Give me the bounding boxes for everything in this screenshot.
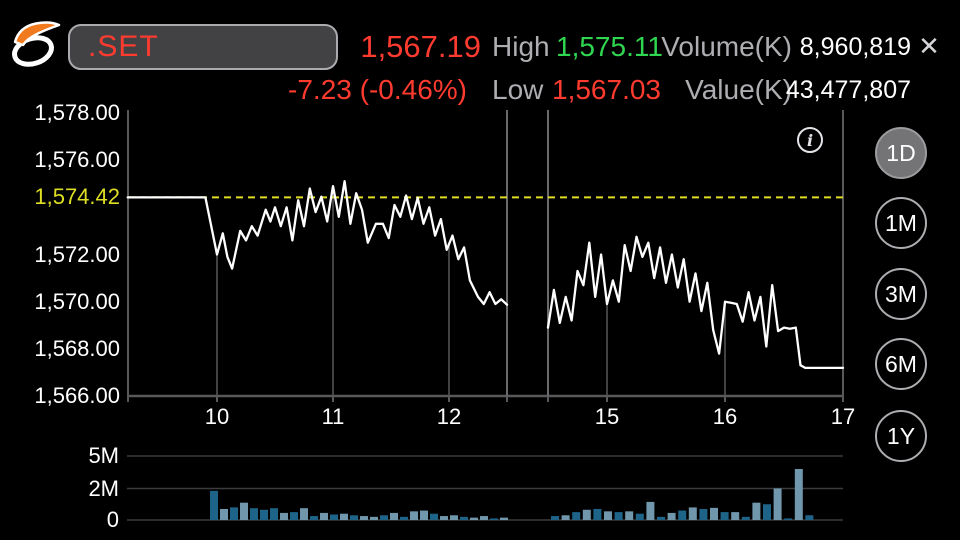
range-button-1m[interactable]: 1M xyxy=(875,197,927,249)
low-value: 1,567.03 xyxy=(552,74,661,105)
range-button-1y[interactable]: 1Y xyxy=(875,410,927,462)
volume-bar xyxy=(500,517,508,520)
volume-bar xyxy=(720,512,729,520)
volume-bar xyxy=(250,508,258,520)
volume-bar xyxy=(270,508,278,520)
info-icon[interactable]: i xyxy=(797,127,823,153)
high-label: High xyxy=(492,31,550,62)
volume-bar xyxy=(604,511,612,520)
volume-bar xyxy=(410,511,418,520)
logo-graphic xyxy=(12,21,61,67)
price-line-morning xyxy=(126,180,509,306)
volume-bar xyxy=(240,502,248,520)
volume-bar xyxy=(646,501,655,520)
volume-bar xyxy=(400,516,408,520)
value-value: 43,477,807 xyxy=(785,76,911,104)
volume-bar xyxy=(390,512,398,520)
x-axis-label: 15 xyxy=(594,404,620,429)
value-label: Value(K) xyxy=(685,74,792,105)
volume-bar xyxy=(805,515,814,520)
low-label: Low xyxy=(492,74,544,105)
volume-axis-label: 5M xyxy=(88,443,119,468)
symbol-search-input[interactable]: .SET xyxy=(68,24,338,70)
prev-close-label: 1,574.42 xyxy=(34,184,120,210)
volume-bar xyxy=(625,511,634,520)
volume-bar xyxy=(667,512,676,520)
last-price: 1,567.19 xyxy=(360,29,481,64)
symbol-text: .SET xyxy=(88,30,159,63)
x-axis-label: 16 xyxy=(712,404,738,429)
y-axis-label: 1,576.00 xyxy=(34,147,120,173)
volume-bar xyxy=(450,515,458,520)
volume-bar xyxy=(490,518,498,520)
volume-label: Volume(K) xyxy=(661,31,792,62)
volume-axis-label: 0 xyxy=(106,507,119,532)
app-logo xyxy=(6,14,64,72)
volume-bar xyxy=(784,518,793,520)
volume-bar xyxy=(460,516,468,520)
volume-bar xyxy=(370,516,378,520)
volume-bar xyxy=(360,516,368,520)
range-button-6m[interactable]: 6M xyxy=(875,338,927,390)
volume-bar xyxy=(350,515,358,520)
volume-axis-label: 2M xyxy=(88,475,119,501)
volume-bar xyxy=(470,517,478,520)
y-axis-label: 1,568.00 xyxy=(34,335,120,361)
volume-bar xyxy=(688,507,697,520)
volume-bar xyxy=(320,512,328,520)
volume-bar xyxy=(731,512,740,520)
volume-bar xyxy=(330,514,338,520)
volume-bar xyxy=(794,469,803,520)
volume-bar xyxy=(230,507,238,520)
y-axis-label: 1,578.00 xyxy=(34,100,120,125)
volume-bar xyxy=(210,490,218,520)
volume-bar xyxy=(420,510,428,520)
volume-bar xyxy=(635,513,644,520)
volume-bar xyxy=(280,512,288,520)
volume-bar xyxy=(260,509,268,520)
volume-bar xyxy=(440,516,448,520)
y-axis-label: 1,566.00 xyxy=(34,383,120,408)
y-axis-label: 1,572.00 xyxy=(34,241,120,267)
volume-bar xyxy=(572,512,581,520)
x-axis-label: 10 xyxy=(204,404,230,429)
volume-bar xyxy=(699,508,708,520)
volume-bar xyxy=(614,512,623,520)
volume-bar xyxy=(290,512,298,520)
high-value: 1,575.11 xyxy=(556,31,663,62)
volume-bar xyxy=(710,507,718,520)
volume-bar xyxy=(752,502,761,520)
x-axis-label: 17 xyxy=(830,404,856,429)
volume-bar xyxy=(340,513,348,520)
volume-bar xyxy=(430,513,438,520)
volume-bar xyxy=(561,515,570,520)
price-line-afternoon xyxy=(546,235,845,370)
volume-bar xyxy=(657,516,665,520)
x-axis-label: 12 xyxy=(436,404,462,429)
volume-bar xyxy=(480,516,488,520)
volume-bar xyxy=(773,488,782,520)
volume-bar xyxy=(582,509,591,520)
volume-bar xyxy=(741,516,750,520)
volume-bar xyxy=(310,516,318,520)
volume-bar xyxy=(380,515,388,520)
range-button-3m[interactable]: 3M xyxy=(875,268,927,320)
volume-value: 8,960,819 xyxy=(799,33,911,61)
volume-bar xyxy=(300,508,308,520)
y-axis-label: 1,570.00 xyxy=(34,288,120,314)
range-button-1d[interactable]: 1D xyxy=(875,127,927,179)
volume-bar xyxy=(763,504,771,520)
close-icon[interactable]: ✕ xyxy=(918,30,940,61)
volume-bar xyxy=(220,508,228,520)
volume-bar xyxy=(551,516,559,520)
volume-bar xyxy=(593,508,602,520)
price-change: -7.23 (-0.46%) xyxy=(288,74,467,105)
volume-bar xyxy=(678,510,687,520)
x-axis-label: 11 xyxy=(321,404,345,429)
